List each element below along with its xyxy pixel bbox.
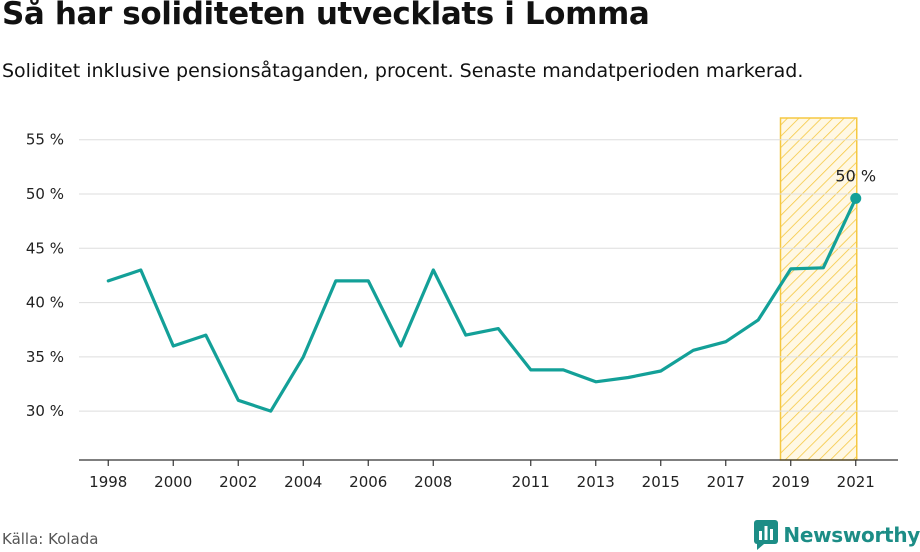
x-tick-label: 2004 — [284, 473, 322, 491]
x-tick-label: 2019 — [772, 473, 810, 491]
series-line — [106, 196, 858, 413]
highlight-period — [779, 117, 858, 461]
y-tick-label: 50 % — [26, 185, 64, 203]
chart-subtitle: Soliditet inklusive pensionsåtaganden, p… — [2, 60, 804, 82]
end-value-label: 50 % — [835, 166, 876, 185]
x-tick-label: 2008 — [414, 473, 452, 491]
y-tick-label: 45 % — [26, 239, 64, 257]
x-tick-label: 2000 — [154, 473, 192, 491]
brand-name: Newsworthy — [783, 523, 920, 547]
chart-title: Så har soliditeten utvecklats i Lomma — [2, 0, 650, 32]
x-tick-label: 2017 — [707, 473, 745, 491]
source-note: Källa: Kolada — [2, 530, 99, 548]
newsworthy-logo-icon — [754, 520, 779, 550]
x-tick-label: 2021 — [837, 473, 875, 491]
x-tick-label: 2015 — [642, 473, 680, 491]
x-tick-label: 2011 — [512, 473, 550, 491]
x-tick-label: 2002 — [219, 473, 257, 491]
x-tick-label: 1998 — [89, 473, 127, 491]
y-tick-label: 35 % — [26, 348, 64, 366]
end-point — [850, 192, 862, 204]
y-tick-label: 30 % — [26, 402, 64, 420]
x-tick-label: 2013 — [577, 473, 615, 491]
brand-logo: Newsworthy — [754, 520, 920, 550]
y-tick-label: 55 % — [26, 131, 64, 149]
y-tick-label: 40 % — [26, 294, 64, 312]
x-tick-label: 2006 — [349, 473, 387, 491]
